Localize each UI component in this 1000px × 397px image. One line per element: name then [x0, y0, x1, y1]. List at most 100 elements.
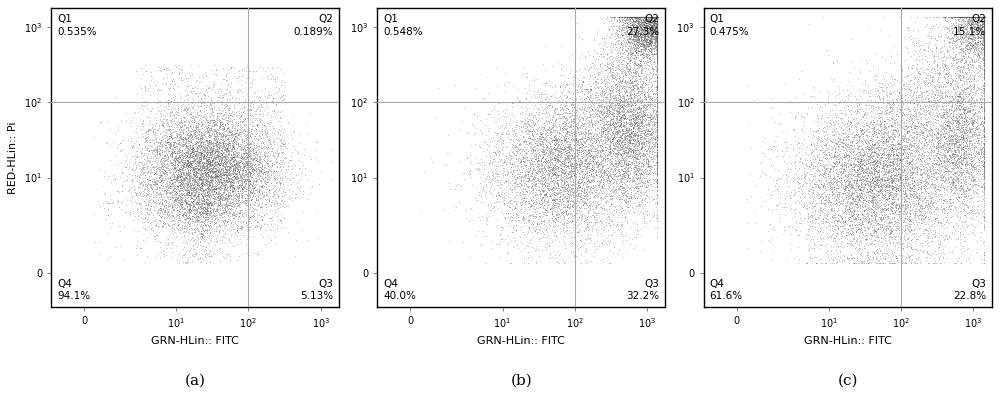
Point [167, 81, 183, 87]
Point [919, 165, 935, 171]
Point [831, 235, 847, 242]
Point [483, 206, 499, 213]
Point [976, 16, 992, 23]
Point [646, 13, 662, 20]
Point [858, 140, 874, 146]
Point [209, 206, 225, 212]
Point [189, 180, 205, 186]
Point [945, 166, 961, 172]
Point [844, 242, 860, 249]
Point [622, 117, 638, 123]
Point [215, 172, 231, 178]
Point [168, 121, 184, 127]
Point [927, 35, 943, 42]
Point [546, 143, 562, 150]
Point [811, 130, 827, 136]
Point [163, 200, 179, 206]
Point [891, 172, 907, 179]
Point [564, 153, 580, 159]
Point [518, 181, 534, 187]
Point [190, 120, 206, 126]
Point [845, 161, 861, 167]
Point [140, 191, 156, 198]
Point [558, 122, 574, 129]
Point [582, 113, 598, 119]
Point [552, 156, 568, 162]
Point [639, 131, 655, 137]
Point [150, 208, 166, 214]
Point [649, 150, 665, 156]
Point [637, 143, 653, 149]
Point [958, 135, 974, 141]
Point [976, 41, 992, 48]
Point [190, 192, 206, 198]
Point [268, 101, 284, 108]
Point [947, 184, 963, 191]
Point [953, 127, 969, 133]
Point [528, 183, 544, 189]
Point [521, 212, 537, 219]
Point [550, 172, 566, 178]
Point [508, 178, 524, 184]
Point [857, 182, 873, 188]
Point [149, 184, 165, 190]
Point [597, 144, 613, 150]
Point [601, 176, 617, 183]
Point [625, 35, 641, 42]
Point [241, 158, 257, 164]
Point [649, 25, 665, 32]
Point [879, 102, 895, 108]
Point [649, 40, 665, 46]
Point [172, 160, 188, 166]
Point [213, 158, 229, 165]
Point [607, 130, 623, 136]
Point [586, 104, 602, 110]
Point [151, 238, 167, 244]
Point [935, 233, 951, 240]
Point [211, 202, 227, 208]
Point [639, 16, 655, 22]
Point [941, 171, 957, 177]
Point [237, 169, 253, 175]
Point [932, 99, 948, 106]
Point [223, 129, 239, 136]
Point [598, 104, 614, 110]
Point [273, 180, 289, 186]
Point [645, 35, 661, 42]
Point [975, 13, 991, 20]
Point [640, 162, 656, 168]
Point [976, 222, 992, 228]
Point [209, 115, 225, 121]
Point [518, 162, 534, 168]
Point [160, 174, 176, 181]
Point [879, 176, 895, 183]
Point [256, 211, 272, 217]
Point [649, 13, 665, 20]
Point [181, 200, 197, 207]
Point [930, 117, 946, 123]
Point [248, 168, 264, 175]
Point [857, 167, 873, 173]
Point [188, 163, 204, 169]
Point [215, 218, 231, 224]
Point [875, 97, 891, 103]
Point [906, 166, 922, 172]
Point [872, 110, 888, 116]
Point [976, 23, 992, 29]
Point [633, 226, 649, 233]
Point [638, 116, 654, 122]
Point [193, 180, 209, 187]
Point [967, 136, 983, 143]
Point [919, 185, 935, 191]
Point [939, 121, 955, 128]
Point [837, 221, 853, 227]
Point [636, 101, 652, 108]
Point [976, 30, 992, 37]
Point [212, 199, 228, 206]
Point [628, 13, 644, 20]
Point [183, 111, 199, 118]
Point [564, 181, 580, 187]
Point [844, 189, 860, 196]
Point [925, 109, 941, 116]
Point [643, 33, 659, 39]
